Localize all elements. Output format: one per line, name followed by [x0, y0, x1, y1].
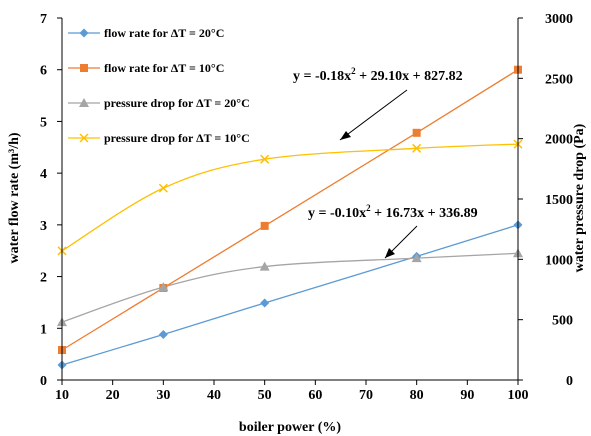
series-4-point-stroke — [412, 143, 422, 153]
x-axis-title: boiler power (%) — [239, 420, 341, 435]
plot-area — [62, 18, 518, 380]
y-left-tick-label: 0 — [40, 374, 47, 389]
equation-20c: y = -0.10x2 + 16.73x + 336.89 — [308, 203, 478, 221]
legend-label: flow rate for ΔT = 10°C — [104, 61, 224, 75]
legend: flow rate for ΔT = 20°C flow rate for ΔT … — [68, 26, 250, 145]
series-4-point — [260, 154, 270, 164]
y-right-tick-label: 1500 — [545, 193, 573, 208]
y-right-tick-label: 2000 — [545, 133, 573, 148]
x-tick-label: 70 — [359, 388, 373, 403]
y-right-tick-label: 0 — [566, 374, 573, 389]
y-left-tick-label: 3 — [40, 219, 47, 234]
plot-background — [62, 18, 518, 380]
equation-10c: y = -0.18x2 + 29.10x + 827.82 — [293, 66, 463, 84]
arrow-equation-10c — [339, 89, 408, 141]
axes — [57, 17, 523, 385]
y-left-tick-label: 7 — [40, 12, 47, 27]
legend-label: pressure drop for ΔT = 10°C — [104, 131, 250, 145]
x-tick-label: 30 — [156, 388, 170, 403]
series-4-point-stroke — [260, 154, 270, 164]
y-left-tick-label: 5 — [40, 115, 47, 130]
x-tick-label: 50 — [258, 388, 272, 403]
legend-swatch-marker — [80, 64, 88, 72]
x-tick-label: 90 — [460, 388, 474, 403]
y-left-tick-label: 6 — [40, 64, 47, 79]
y-right-tick-label: 1000 — [545, 253, 573, 268]
x-tick-label: 10 — [55, 388, 69, 403]
series-3-point — [158, 282, 169, 292]
legend-swatch-marker — [79, 28, 89, 38]
y-left-tick-label: 4 — [40, 167, 47, 182]
legend-label: pressure drop for ΔT = 20°C — [104, 96, 250, 110]
series-4-point — [412, 143, 422, 153]
x-tick-label: 60 — [308, 388, 322, 403]
y-right-tick-label: 2500 — [545, 72, 573, 87]
tick-labels: 10 20 30 40 50 60 70 80 90 1000123456705001000150… — [40, 12, 573, 403]
legend-swatch-marker-stroke — [79, 133, 89, 143]
series-4-point — [158, 183, 168, 193]
x-tick-label: 100 — [508, 388, 529, 403]
y-left-tick-label: 1 — [40, 322, 47, 337]
x-tick-label: 20 — [106, 388, 120, 403]
series-1-point — [158, 329, 168, 339]
y-right-tick-label: 3000 — [545, 12, 573, 27]
arrow-head-10c — [340, 131, 351, 140]
annotations: y = -0.18x2 + 29.10x + 827.82 y = -0.10x… — [293, 66, 478, 259]
legend-swatch-marker — [79, 133, 89, 143]
arrow-head-20c — [385, 248, 395, 258]
y-axis-left-title: water flow rate (m³/h) — [7, 132, 22, 263]
series-1-point — [260, 298, 270, 308]
series-2-point — [260, 221, 269, 230]
y-axis-right-title: water pressure drop (Pa) — [572, 123, 587, 272]
series-4-point-stroke — [158, 183, 168, 193]
x-tick-label: 80 — [410, 388, 424, 403]
y-right-tick-label: 500 — [552, 314, 573, 329]
x-tick-label: 40 — [207, 388, 221, 403]
series-3-point — [411, 253, 422, 263]
y-left-tick-label: 2 — [40, 271, 47, 286]
series-3-point — [259, 261, 270, 271]
legend-swatch-marker — [79, 98, 89, 107]
series-2-point — [412, 128, 421, 137]
legend-label: flow rate for ΔT = 20°C — [104, 26, 224, 40]
